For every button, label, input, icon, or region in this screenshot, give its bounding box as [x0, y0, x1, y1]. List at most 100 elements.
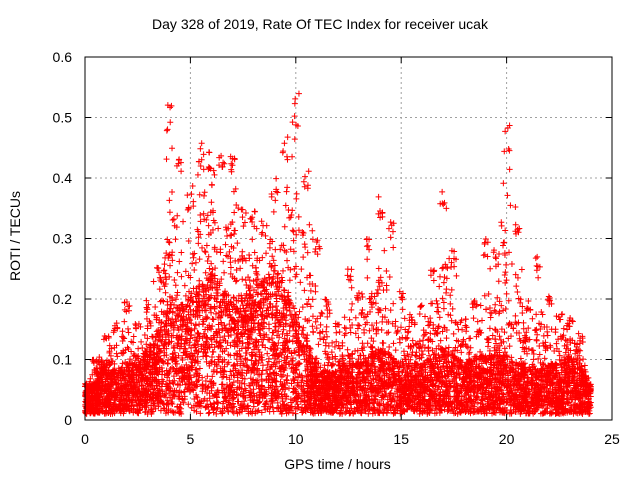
- data-point: [339, 355, 346, 362]
- data-point: [196, 256, 203, 263]
- data-point: [117, 410, 124, 417]
- data-point: [125, 329, 132, 336]
- data-point: [376, 401, 383, 408]
- data-point: [195, 331, 202, 338]
- data-point: [197, 145, 204, 152]
- data-point: [478, 317, 485, 324]
- data-point: [293, 190, 300, 197]
- data-point: [495, 278, 502, 285]
- data-point: [247, 284, 254, 291]
- data-point: [270, 257, 277, 264]
- data-point: [269, 253, 276, 260]
- data-point: [169, 257, 176, 264]
- data-point: [502, 279, 509, 286]
- data-point: [291, 305, 298, 312]
- data-point: [471, 358, 478, 365]
- data-point: [498, 302, 505, 309]
- data-point: [227, 221, 234, 228]
- data-point: [191, 266, 198, 273]
- data-point: [239, 298, 246, 305]
- data-point: [326, 356, 333, 363]
- data-point: [368, 322, 375, 329]
- data-point: [291, 136, 298, 143]
- data-point: [157, 407, 164, 414]
- data-point: [580, 356, 587, 363]
- data-point: [299, 229, 306, 236]
- data-point: [230, 379, 237, 386]
- data-point: [121, 318, 128, 325]
- data-point: [227, 270, 234, 277]
- data-point: [506, 166, 513, 173]
- data-point: [383, 267, 390, 274]
- data-point: [282, 202, 289, 209]
- data-point: [519, 303, 526, 310]
- data-point: [356, 322, 363, 329]
- data-point: [443, 335, 450, 342]
- data-point: [172, 296, 179, 303]
- data-point: [383, 329, 390, 336]
- data-point: [89, 371, 96, 378]
- data-point: [481, 292, 488, 299]
- data-point: [269, 238, 276, 245]
- data-point: [213, 248, 220, 255]
- data-point: [270, 208, 277, 215]
- data-point: [232, 227, 239, 234]
- data-point: [126, 408, 133, 415]
- data-point: [206, 165, 213, 172]
- data-point: [562, 336, 569, 343]
- data-point: [318, 309, 325, 316]
- data-point: [289, 227, 296, 234]
- data-point: [180, 306, 187, 313]
- data-point: [309, 313, 316, 320]
- data-point: [560, 332, 567, 339]
- data-point: [200, 192, 207, 199]
- data-point: [218, 276, 225, 283]
- grid-lines: [85, 57, 612, 420]
- data-point: [533, 311, 540, 318]
- data-point: [391, 362, 398, 369]
- data-point: [439, 295, 446, 302]
- data-point: [312, 288, 319, 295]
- data-point: [571, 340, 578, 347]
- data-point: [178, 313, 185, 320]
- data-point: [447, 292, 454, 299]
- data-point: [309, 323, 316, 330]
- data-point: [185, 237, 192, 244]
- data-point: [166, 197, 173, 204]
- data-point: [258, 409, 265, 416]
- data-point: [241, 398, 248, 405]
- data-point: [443, 377, 450, 384]
- data-point: [227, 342, 234, 349]
- data-point: [428, 300, 435, 307]
- data-point: [306, 221, 313, 228]
- data-points: [82, 90, 594, 417]
- data-point: [176, 393, 183, 400]
- data-point: [226, 248, 233, 255]
- data-point: [203, 275, 210, 282]
- data-point: [281, 335, 288, 342]
- data-point: [314, 315, 321, 322]
- data-point: [435, 383, 442, 390]
- data-point: [290, 248, 297, 255]
- data-point: [174, 340, 181, 347]
- data-point: [317, 335, 324, 342]
- data-point: [161, 267, 168, 274]
- data-point: [274, 399, 281, 406]
- data-point: [277, 378, 284, 385]
- data-point: [534, 331, 541, 338]
- data-point: [387, 307, 394, 314]
- data-point: [293, 328, 300, 335]
- data-point: [274, 317, 281, 324]
- data-point: [277, 246, 284, 253]
- data-point: [278, 242, 285, 249]
- data-point: [442, 261, 449, 268]
- data-point: [125, 325, 132, 332]
- data-point: [381, 247, 388, 254]
- data-point: [284, 332, 291, 339]
- data-point: [249, 262, 256, 269]
- data-point: [313, 325, 320, 332]
- data-point: [287, 246, 294, 253]
- data-point: [440, 264, 447, 271]
- data-point: [452, 344, 459, 351]
